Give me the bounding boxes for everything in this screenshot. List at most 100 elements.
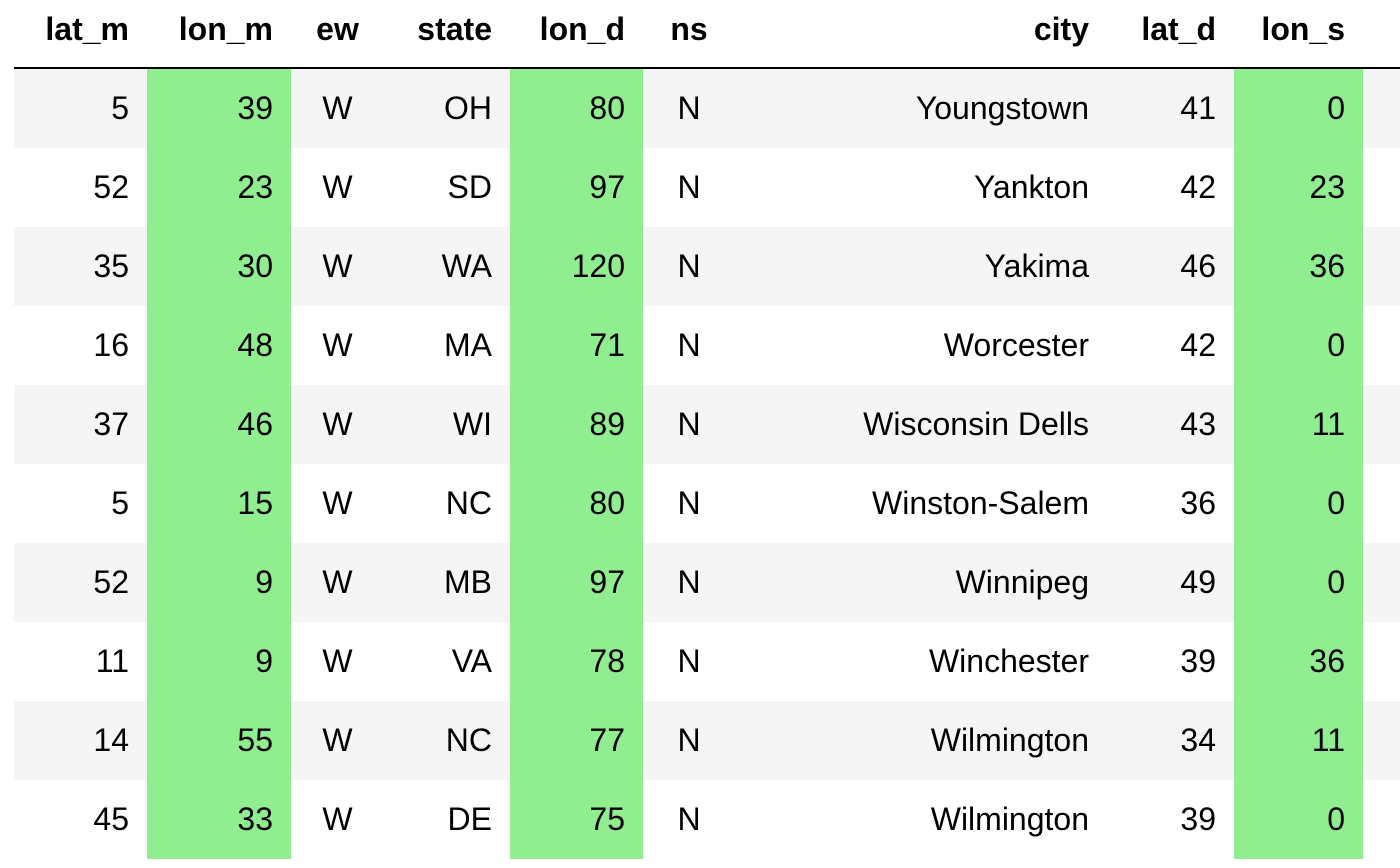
table-row: 3530WWA120NYakima463659 bbox=[14, 227, 1400, 306]
cell-ew: W bbox=[291, 306, 384, 385]
cell-lat_m: 16 bbox=[14, 306, 147, 385]
table-row: 1648WMA71NWorcester42012 bbox=[14, 306, 1400, 385]
cell-lat_d: 36 bbox=[1101, 464, 1234, 543]
column-header-ns: ns bbox=[643, 0, 735, 68]
cell-lon_m: 30 bbox=[147, 227, 291, 306]
cell-state: NC bbox=[384, 464, 510, 543]
cell-ew: W bbox=[291, 68, 384, 148]
cell-lat_d: 39 bbox=[1101, 622, 1234, 701]
cell-ns: N bbox=[643, 543, 735, 622]
cell-city: Wilmington bbox=[735, 701, 1101, 780]
cell-lat_m: 5 bbox=[14, 68, 147, 148]
cell-lat_m: 5 bbox=[14, 464, 147, 543]
cell-lon_d: 89 bbox=[510, 385, 643, 464]
cell-state: MA bbox=[384, 306, 510, 385]
cell-lat_s: 48 bbox=[1363, 543, 1400, 622]
cell-city: Wilmington bbox=[735, 780, 1101, 859]
data-table: lat_m lon_m ew state lon_d ns city lat_d… bbox=[14, 0, 1400, 859]
cell-city: Worcester bbox=[735, 306, 1101, 385]
cell-lat_s: 48 bbox=[1363, 148, 1400, 227]
cell-lon_s: 36 bbox=[1234, 622, 1363, 701]
cell-state: SD bbox=[384, 148, 510, 227]
cell-state: WI bbox=[384, 385, 510, 464]
cell-ns: N bbox=[643, 68, 735, 148]
cell-lat_s: 48 bbox=[1363, 385, 1400, 464]
table-row: 529WMB97NWinnipeg49048 bbox=[14, 543, 1400, 622]
column-header-lat_s: lat_s bbox=[1363, 0, 1400, 68]
cell-ew: W bbox=[291, 148, 384, 227]
column-header-lon_m: lon_m bbox=[147, 0, 291, 68]
cell-ew: W bbox=[291, 701, 384, 780]
cell-lon_d: 71 bbox=[510, 306, 643, 385]
cell-lat_d: 49 bbox=[1101, 543, 1234, 622]
cell-ns: N bbox=[643, 701, 735, 780]
cell-lon_d: 120 bbox=[510, 227, 643, 306]
table-row: 4533WDE75NWilmington3900 bbox=[14, 780, 1400, 859]
cell-state: VA bbox=[384, 622, 510, 701]
cell-ns: N bbox=[643, 464, 735, 543]
column-header-lon_d: lon_d bbox=[510, 0, 643, 68]
cell-lat_d: 42 bbox=[1101, 148, 1234, 227]
cell-lat_d: 43 bbox=[1101, 385, 1234, 464]
cell-lat_m: 52 bbox=[14, 543, 147, 622]
cell-ns: N bbox=[643, 148, 735, 227]
cell-lat_s: 59 bbox=[1363, 227, 1400, 306]
cell-city: Winston-Salem bbox=[735, 464, 1101, 543]
cell-lon_m: 55 bbox=[147, 701, 291, 780]
cell-city: Yakima bbox=[735, 227, 1101, 306]
cell-lat_m: 11 bbox=[14, 622, 147, 701]
cell-ns: N bbox=[643, 780, 735, 859]
cell-lat_m: 45 bbox=[14, 780, 147, 859]
cell-lat_s: 24 bbox=[1363, 701, 1400, 780]
cell-lon_s: 0 bbox=[1234, 306, 1363, 385]
column-header-state: state bbox=[384, 0, 510, 68]
cell-lat_d: 46 bbox=[1101, 227, 1234, 306]
cell-state: MB bbox=[384, 543, 510, 622]
cell-lon_s: 0 bbox=[1234, 68, 1363, 148]
cell-lat_d: 41 bbox=[1101, 68, 1234, 148]
cell-lon_d: 77 bbox=[510, 701, 643, 780]
cell-lon_m: 48 bbox=[147, 306, 291, 385]
cell-lon_d: 97 bbox=[510, 543, 643, 622]
cell-lat_s: 12 bbox=[1363, 306, 1400, 385]
cell-state: WA bbox=[384, 227, 510, 306]
cell-city: Yankton bbox=[735, 148, 1101, 227]
cell-ew: W bbox=[291, 780, 384, 859]
cell-ns: N bbox=[643, 622, 735, 701]
cell-lon_m: 23 bbox=[147, 148, 291, 227]
cell-ns: N bbox=[643, 306, 735, 385]
cell-lat_m: 37 bbox=[14, 385, 147, 464]
cell-lat_m: 52 bbox=[14, 148, 147, 227]
cell-lat_s: 59 bbox=[1363, 68, 1400, 148]
cell-lat_s: 0 bbox=[1363, 780, 1400, 859]
cell-ns: N bbox=[643, 227, 735, 306]
column-header-lat_d: lat_d bbox=[1101, 0, 1234, 68]
cell-lon_d: 75 bbox=[510, 780, 643, 859]
table-row: 5223WSD97NYankton422348 bbox=[14, 148, 1400, 227]
cell-ew: W bbox=[291, 227, 384, 306]
cell-lon_s: 36 bbox=[1234, 227, 1363, 306]
cell-ew: W bbox=[291, 385, 384, 464]
table-row: 539WOH80NYoungstown41059 bbox=[14, 68, 1400, 148]
header-row: lat_m lon_m ew state lon_d ns city lat_d… bbox=[14, 0, 1400, 68]
cell-state: OH bbox=[384, 68, 510, 148]
cell-lon_d: 78 bbox=[510, 622, 643, 701]
cell-lon_m: 9 bbox=[147, 622, 291, 701]
cell-city: Winnipeg bbox=[735, 543, 1101, 622]
cell-lat_s: 59 bbox=[1363, 464, 1400, 543]
cell-lon_s: 23 bbox=[1234, 148, 1363, 227]
table-row: 1455WNC77NWilmington341124 bbox=[14, 701, 1400, 780]
cell-city: Youngstown bbox=[735, 68, 1101, 148]
cell-lat_d: 34 bbox=[1101, 701, 1234, 780]
table-row: 119WVA78NWinchester393623 bbox=[14, 622, 1400, 701]
column-header-lon_s: lon_s bbox=[1234, 0, 1363, 68]
cell-lon_s: 0 bbox=[1234, 543, 1363, 622]
cell-state: DE bbox=[384, 780, 510, 859]
column-header-lat_m: lat_m bbox=[14, 0, 147, 68]
cell-lat_d: 42 bbox=[1101, 306, 1234, 385]
cell-lat_m: 35 bbox=[14, 227, 147, 306]
cell-lon_m: 39 bbox=[147, 68, 291, 148]
cell-lon_s: 0 bbox=[1234, 464, 1363, 543]
cell-lon_m: 15 bbox=[147, 464, 291, 543]
